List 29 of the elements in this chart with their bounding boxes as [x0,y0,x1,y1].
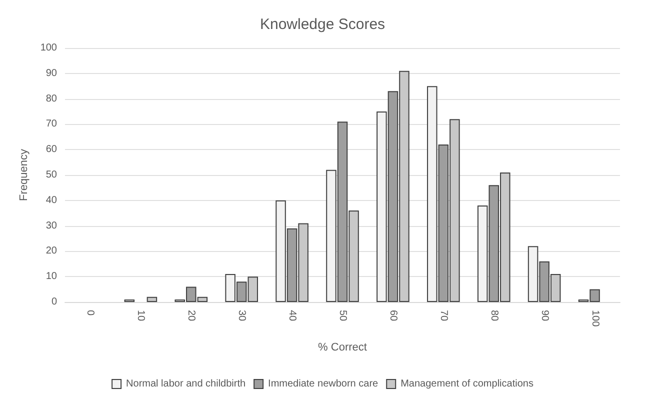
x-tick-label: 30 [236,310,248,322]
y-tick-label: 60 [46,144,58,156]
x-tick-label: 50 [337,310,348,322]
y-tick-label: 50 [46,170,58,180]
x-tick-label: 40 [286,310,298,322]
y-tick-label: 100 [40,42,58,54]
x-tick-label: 10 [135,310,146,322]
bar [146,296,158,302]
x-tick-label: 100 [589,310,600,328]
x-tick-label: 60 [387,310,398,322]
y-tick-label: 40 [46,194,58,206]
y-axis-title: Frequency [18,148,30,201]
y-tick-label: 90 [46,68,58,79]
legend-label: Immediate newborn care [268,378,379,390]
x-tick-label: 80 [488,310,500,322]
legend-label: Normal labor and childbirth [126,378,246,390]
x-tick-label: 20 [186,310,197,322]
x-tick-label: 0 [84,310,96,316]
y-tick-label: 20 [46,246,58,257]
x-tick-label: 70 [438,310,449,322]
x-axis-title: % Correct [318,342,367,354]
y-tick-label: 70 [46,118,58,130]
y-tick-label: 30 [46,220,58,232]
y-tick-label: 10 [46,271,58,282]
x-tick-label: 90 [538,310,550,322]
y-tick-label: 80 [46,93,58,104]
chart-title: Knowledge Scores [260,16,386,33]
y-tick-label: 0 [51,296,58,308]
legend-label: Management of complications [400,378,534,390]
